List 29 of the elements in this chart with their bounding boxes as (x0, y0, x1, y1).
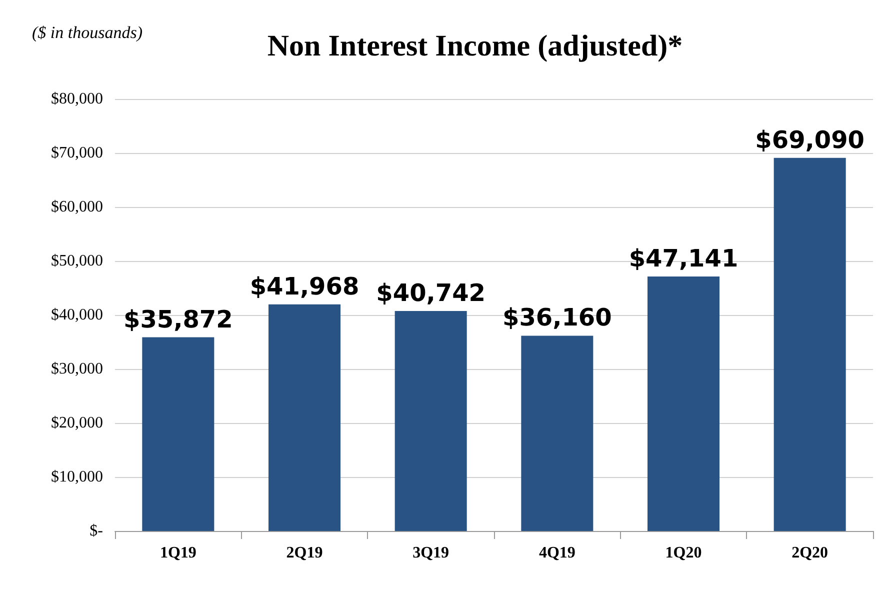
bar (142, 337, 214, 531)
y-tick-label: $80,000 (51, 90, 103, 108)
bar (394, 310, 467, 531)
y-tick-label: $10,000 (51, 468, 103, 486)
y-tick-label: $40,000 (51, 306, 103, 324)
data-label: $47,141 (628, 244, 738, 272)
bar (521, 336, 594, 531)
bar (774, 158, 846, 531)
y-tick-label: $30,000 (51, 360, 103, 378)
y-tick-label: $50,000 (51, 252, 103, 270)
x-tick-label: 2Q20 (792, 544, 828, 562)
y-tick-label: $- (90, 522, 103, 540)
data-label: $40,742 (376, 278, 486, 307)
chart-title: Non Interest Income (adjusted)* (267, 30, 683, 62)
y-tick-label: $60,000 (51, 198, 103, 216)
x-tick-label: 4Q19 (538, 544, 576, 562)
x-tick-label: 2Q19 (286, 544, 323, 562)
x-tick-label: 1Q19 (160, 544, 196, 562)
data-label: $36,160 (502, 304, 612, 332)
x-tick-label: 3Q19 (412, 544, 450, 562)
text: ($ in thousands) (32, 23, 143, 42)
data-label: $41,968 (250, 272, 360, 300)
data-label: $69,090 (755, 126, 864, 154)
bar (268, 304, 341, 531)
y-tick-label: $70,000 (51, 144, 103, 162)
x-tick-label: 1Q20 (665, 544, 702, 562)
data-label: $35,872 (124, 305, 233, 334)
y-tick-label: $20,000 (51, 414, 103, 432)
bar (647, 276, 720, 531)
